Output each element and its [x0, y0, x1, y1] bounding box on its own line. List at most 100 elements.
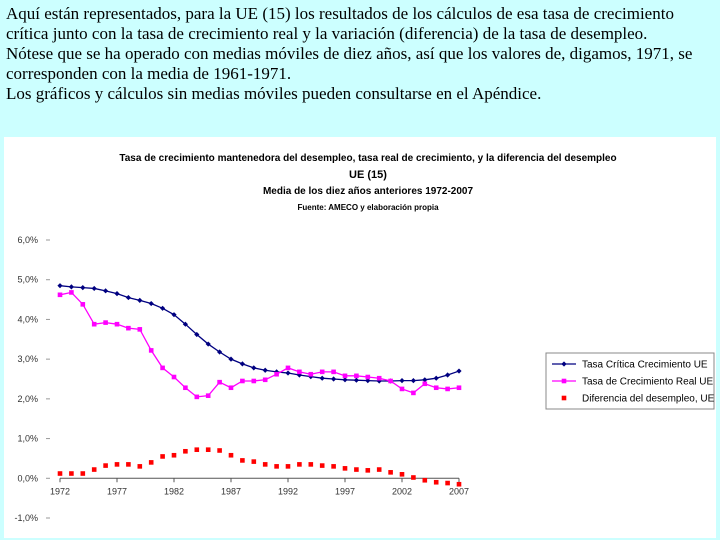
data-point — [251, 378, 257, 384]
data-point — [319, 375, 325, 381]
data-point — [126, 462, 131, 467]
data-point — [342, 373, 348, 379]
series-line — [59, 285, 460, 382]
data-point — [69, 471, 74, 476]
y-tick-label: 4,0% — [17, 314, 38, 324]
data-point — [251, 459, 257, 464]
legend-label: Tasa Crítica Crecimiento UE — [582, 360, 708, 371]
data-point — [217, 379, 222, 385]
data-point — [160, 365, 165, 371]
data-point — [388, 378, 393, 384]
data-point — [445, 386, 450, 392]
y-tick-label: -1,0% — [14, 513, 38, 523]
data-point — [353, 377, 359, 383]
data-point — [91, 285, 97, 292]
data-point — [91, 321, 97, 327]
data-point — [137, 327, 143, 332]
data-point — [342, 466, 348, 471]
chart-subtitle-period: Media de los diez años anteriores 1972-2… — [263, 186, 474, 197]
chart-marks — [57, 283, 462, 487]
data-point — [433, 385, 439, 391]
line-chart: Tasa de crecimiento mantenedora del dese… — [14, 153, 715, 523]
data-point — [183, 448, 188, 454]
data-point — [57, 283, 63, 289]
legend-marker — [561, 361, 567, 367]
data-point — [80, 302, 86, 307]
data-point — [114, 291, 120, 297]
data-point — [354, 467, 359, 472]
data-point — [137, 297, 143, 303]
data-point — [103, 288, 109, 294]
data-point — [308, 462, 314, 467]
data-point — [274, 369, 280, 375]
data-point — [114, 462, 120, 467]
chart-axes: -1,0% 0,0% 1,0% 2,0% 3,0% 4,0% 5,0% 6,0% 1972 197… — [14, 235, 469, 523]
series-1 — [57, 283, 462, 384]
data-point — [114, 321, 120, 327]
legend-marker — [561, 378, 567, 384]
data-point — [217, 448, 222, 453]
data-point — [262, 367, 268, 373]
data-point — [171, 312, 177, 318]
data-point — [297, 462, 302, 467]
data-point — [183, 385, 188, 391]
y-tick-label: 5,0% — [17, 275, 38, 285]
data-point — [296, 372, 302, 378]
data-point — [251, 365, 257, 371]
legend-marker — [561, 395, 567, 401]
data-point — [103, 463, 108, 468]
data-point — [228, 385, 234, 391]
chart-source: Fuente: AMECO y elaboración propia — [297, 203, 439, 212]
series-2 — [57, 290, 462, 400]
x-tick-label: 1997 — [335, 486, 355, 496]
data-point — [148, 300, 154, 307]
data-point — [274, 464, 279, 469]
x-tick-label: 2002 — [392, 486, 412, 496]
data-point — [262, 377, 268, 383]
data-point — [160, 305, 166, 311]
data-point — [411, 390, 416, 396]
data-point — [433, 479, 439, 485]
data-point — [456, 481, 462, 487]
data-point — [194, 394, 200, 400]
intro-paragraph-3: Los gráficos y cálculos sin medias móvil… — [6, 84, 542, 103]
data-point — [91, 467, 97, 472]
data-point — [331, 376, 337, 382]
data-point — [240, 378, 245, 384]
data-point — [125, 294, 131, 301]
x-tick-label: 1977 — [107, 486, 127, 496]
data-point — [80, 471, 86, 476]
data-point — [205, 447, 211, 452]
data-point — [388, 470, 393, 475]
data-point — [433, 375, 439, 381]
data-point — [399, 472, 405, 477]
data-point — [411, 475, 416, 480]
data-point — [331, 369, 336, 375]
y-tick-label: 3,0% — [17, 354, 38, 364]
data-point — [182, 321, 188, 327]
data-point — [69, 290, 74, 295]
data-point — [319, 369, 325, 375]
data-point — [365, 374, 371, 380]
data-point — [456, 368, 462, 374]
x-tick-label: 1982 — [164, 486, 184, 496]
x-tick-label: 1992 — [278, 486, 298, 496]
y-tick-label: 1,0% — [17, 434, 38, 444]
data-point — [57, 471, 63, 476]
data-point — [285, 365, 291, 371]
intro-paragraph-1: Aquí están representados, para la UE (15… — [6, 4, 674, 43]
y-tick-label: 0,0% — [17, 473, 38, 483]
data-point — [399, 386, 405, 392]
data-point — [319, 463, 325, 468]
legend-label: Diferencia del desempleo, UE — [582, 394, 715, 405]
data-point — [239, 361, 245, 367]
data-point — [285, 464, 291, 469]
legend-label: Tasa de Crecimiento Real UE — [582, 377, 713, 388]
data-point — [376, 467, 382, 472]
data-point — [308, 371, 314, 377]
data-point — [240, 458, 245, 463]
data-point — [445, 480, 450, 486]
x-tick-label: 1987 — [221, 486, 241, 496]
data-point — [80, 285, 86, 291]
series-3 — [57, 447, 462, 487]
